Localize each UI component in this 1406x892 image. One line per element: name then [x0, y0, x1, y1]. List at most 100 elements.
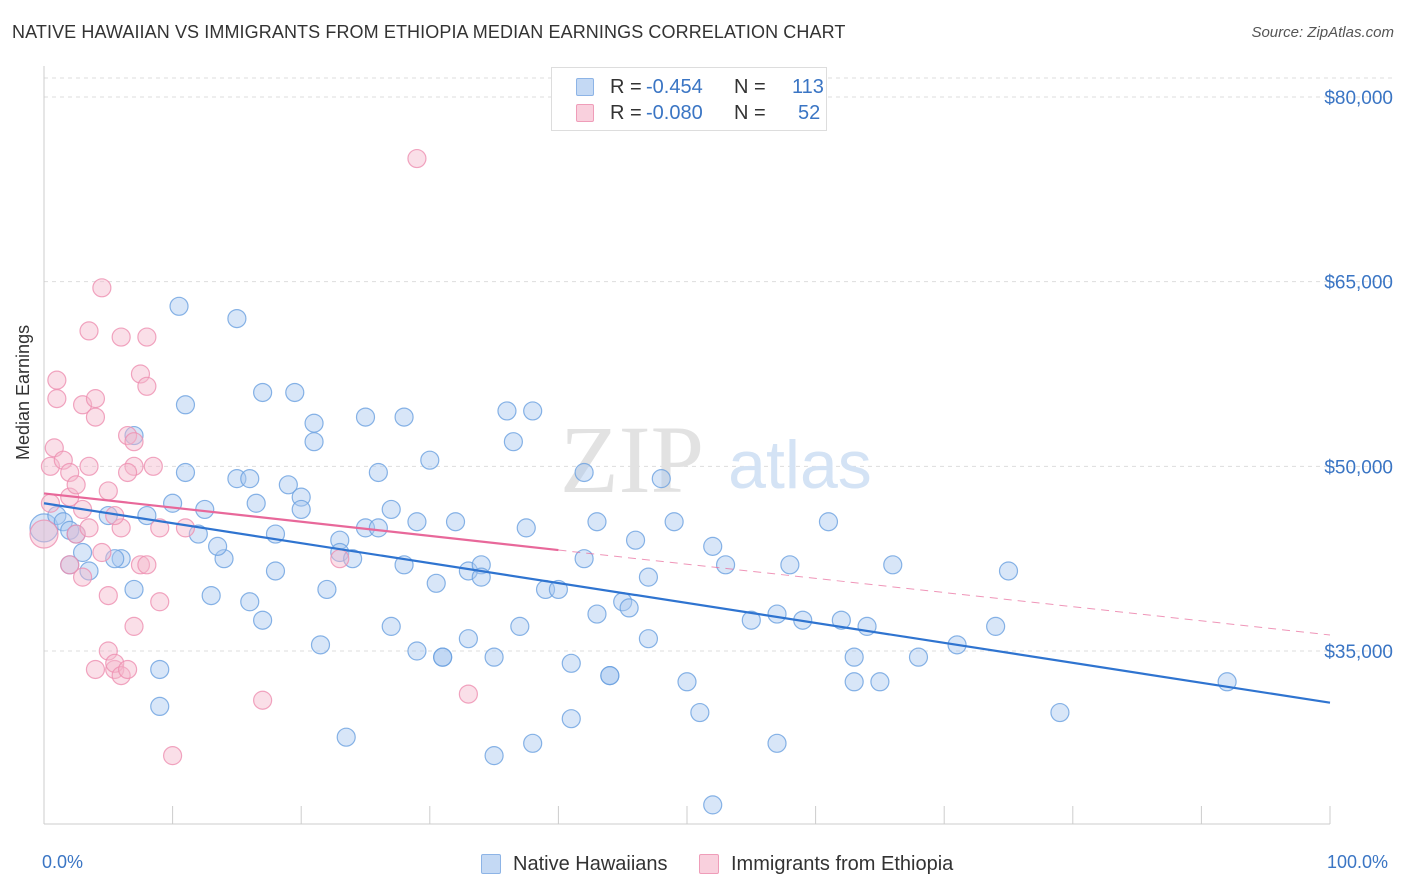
y-tick-label: $65,000 — [1324, 273, 1393, 294]
data-point — [60, 520, 80, 540]
data-point — [407, 641, 427, 661]
data-point — [741, 610, 761, 630]
data-point — [497, 401, 517, 421]
data-point — [336, 727, 356, 747]
data-point — [690, 702, 710, 723]
data-point — [253, 382, 273, 403]
data-point — [619, 598, 639, 618]
data-point — [285, 382, 305, 403]
data-point — [85, 389, 106, 409]
data-point — [870, 672, 890, 692]
data-point — [79, 321, 99, 341]
data-point — [330, 549, 350, 569]
y-tick-label: $35,000 — [1324, 642, 1393, 663]
data-point — [85, 659, 106, 680]
data-point — [651, 469, 671, 489]
data-point — [844, 672, 864, 692]
data-point — [600, 666, 620, 686]
data-point — [98, 481, 118, 501]
data-point — [458, 629, 478, 649]
data-point — [355, 407, 376, 427]
data-point — [47, 370, 67, 390]
data-point — [240, 469, 260, 489]
n-label: N = — [734, 102, 766, 124]
data-point — [625, 530, 646, 550]
data-point — [523, 733, 543, 753]
r-value: -0.080 — [646, 102, 703, 124]
x-tick-label-min: 0.0% — [42, 852, 84, 872]
x-tick-label-max: 100.0% — [1327, 852, 1389, 872]
data-point — [458, 684, 478, 704]
data-point — [169, 296, 189, 316]
data-point — [523, 401, 543, 421]
data-point — [150, 696, 170, 717]
data-point — [79, 456, 99, 476]
data-point — [137, 376, 157, 396]
data-point — [60, 462, 80, 483]
data-point — [664, 512, 684, 532]
chart-title: NATIVE HAWAIIAN VS IMMIGRANTS FROM ETHIO… — [12, 22, 846, 42]
data-point — [137, 555, 157, 575]
data-point — [484, 647, 504, 667]
data-point — [304, 413, 324, 433]
data-point — [317, 579, 337, 600]
data-point — [587, 512, 607, 532]
stats-legend: R = -0.454 N = 113 R = -0.080 N = 52 — [551, 67, 827, 131]
data-point — [587, 604, 607, 624]
data-point — [163, 493, 183, 513]
native-hawaiians-swatch — [576, 78, 594, 96]
data-point — [240, 592, 260, 612]
ethiopia-swatch — [576, 104, 594, 122]
data-point — [117, 462, 138, 483]
data-point — [124, 425, 144, 446]
data-point — [310, 635, 331, 655]
data-point — [278, 475, 298, 495]
n-value: 52 — [798, 102, 821, 124]
data-point — [883, 555, 903, 575]
data-point — [998, 561, 1019, 581]
data-point — [703, 795, 723, 815]
data-point — [53, 450, 73, 470]
watermark-zip: ZIP — [560, 406, 704, 513]
data-point — [66, 475, 86, 495]
data-point — [638, 629, 659, 649]
r-label: R = — [610, 102, 642, 124]
series-native-hawaiians — [29, 296, 1237, 815]
data-point — [111, 518, 131, 538]
data-point — [72, 567, 93, 587]
legend-label: Native Hawaiians — [513, 853, 668, 875]
data-point — [381, 616, 401, 636]
data-point — [175, 462, 196, 483]
data-point — [175, 518, 196, 538]
y-tick-label: $80,000 — [1324, 88, 1393, 109]
data-point — [420, 450, 440, 470]
data-point — [516, 518, 536, 538]
data-point — [291, 499, 311, 520]
data-point — [227, 309, 247, 329]
data-point — [253, 690, 273, 710]
data-point — [130, 555, 151, 575]
data-point — [638, 567, 659, 587]
data-point — [98, 585, 118, 606]
data-point — [208, 536, 228, 556]
data-point — [831, 610, 851, 630]
y-tick-label: $50,000 — [1324, 457, 1393, 478]
data-point — [561, 709, 581, 729]
trend-line — [43, 492, 559, 552]
source-label: Source: ZipAtlas.com — [1251, 24, 1394, 41]
data-point — [214, 549, 234, 569]
watermark-atlas: atlas — [728, 427, 872, 503]
data-point — [265, 561, 286, 581]
data-point — [111, 327, 131, 347]
y-axis-label: Median Earnings — [13, 324, 33, 460]
data-point — [47, 389, 67, 409]
data-point — [79, 518, 99, 538]
data-point — [201, 585, 221, 606]
ethiopia-legend-swatch — [699, 854, 719, 874]
data-point — [767, 604, 787, 624]
data-point — [715, 555, 736, 575]
data-point — [143, 456, 163, 476]
data-point — [844, 647, 864, 667]
data-point — [368, 518, 388, 538]
